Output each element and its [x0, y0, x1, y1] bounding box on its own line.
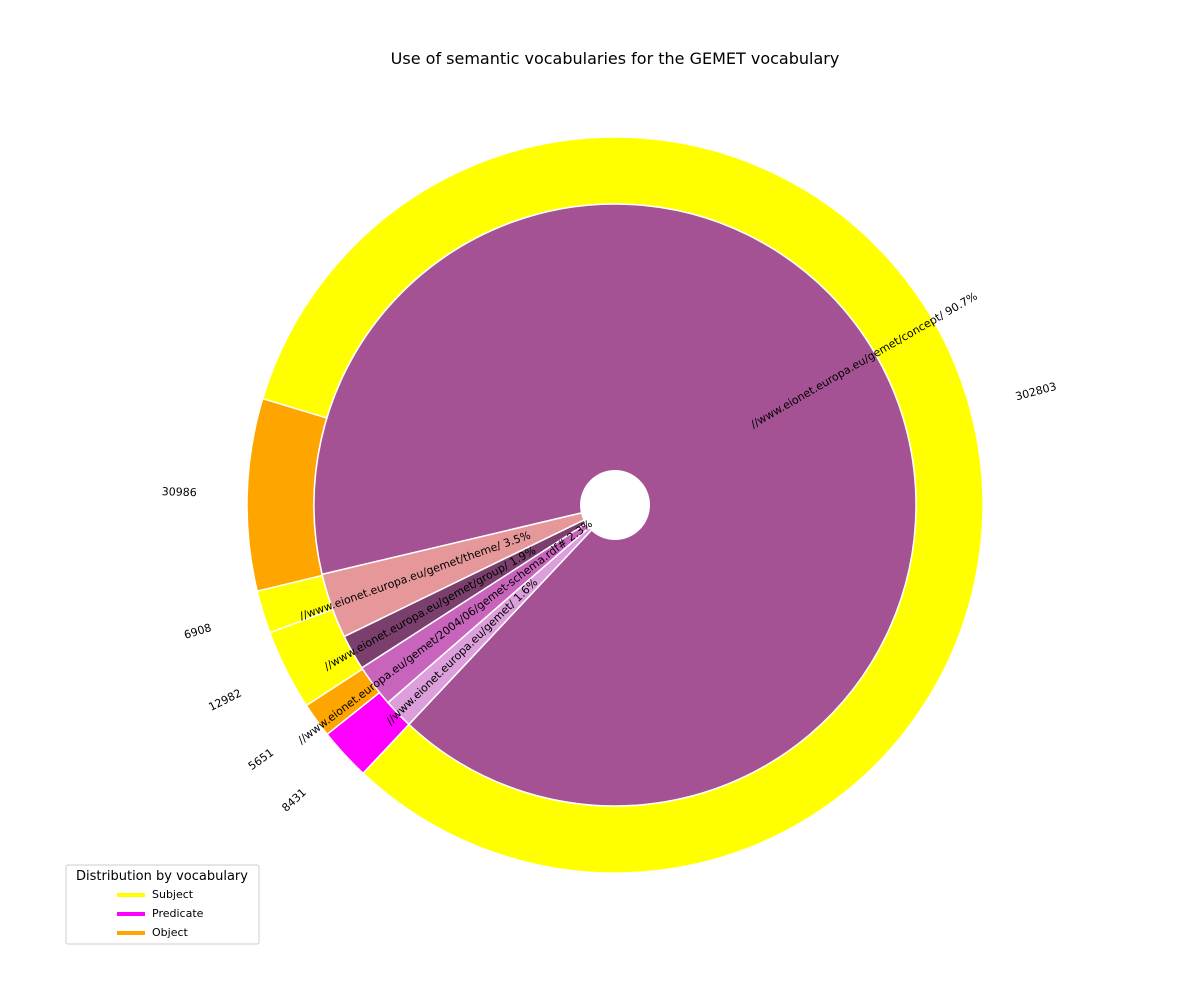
legend-title: Distribution by vocabulary — [76, 869, 248, 884]
legend: Distribution by vocabulary Subject Predic… — [65, 864, 260, 945]
legend-label-object: Object — [152, 926, 189, 939]
inner-slice — [313, 203, 917, 807]
legend-label-subject: Subject — [152, 888, 194, 901]
outer-count-label: 5651 — [246, 746, 276, 773]
inner-slice — [386, 504, 616, 726]
outer-count-label: 8431 — [279, 786, 308, 815]
outer-count-label: 30986 — [162, 485, 197, 499]
outer-count-label: 12982 — [207, 687, 244, 714]
outer-count-label: 302803 — [1014, 380, 1058, 403]
legend-frame — [65, 864, 260, 945]
chart-title: Use of semantic vocabularies for the GEM… — [391, 49, 840, 68]
legend-label-predicate: Predicate — [152, 907, 204, 920]
inner-ring — [313, 203, 917, 807]
legend-entries: Subject Predicate Object — [117, 888, 204, 939]
outer-count-label: 6908 — [182, 621, 213, 642]
center-hole — [580, 470, 650, 540]
